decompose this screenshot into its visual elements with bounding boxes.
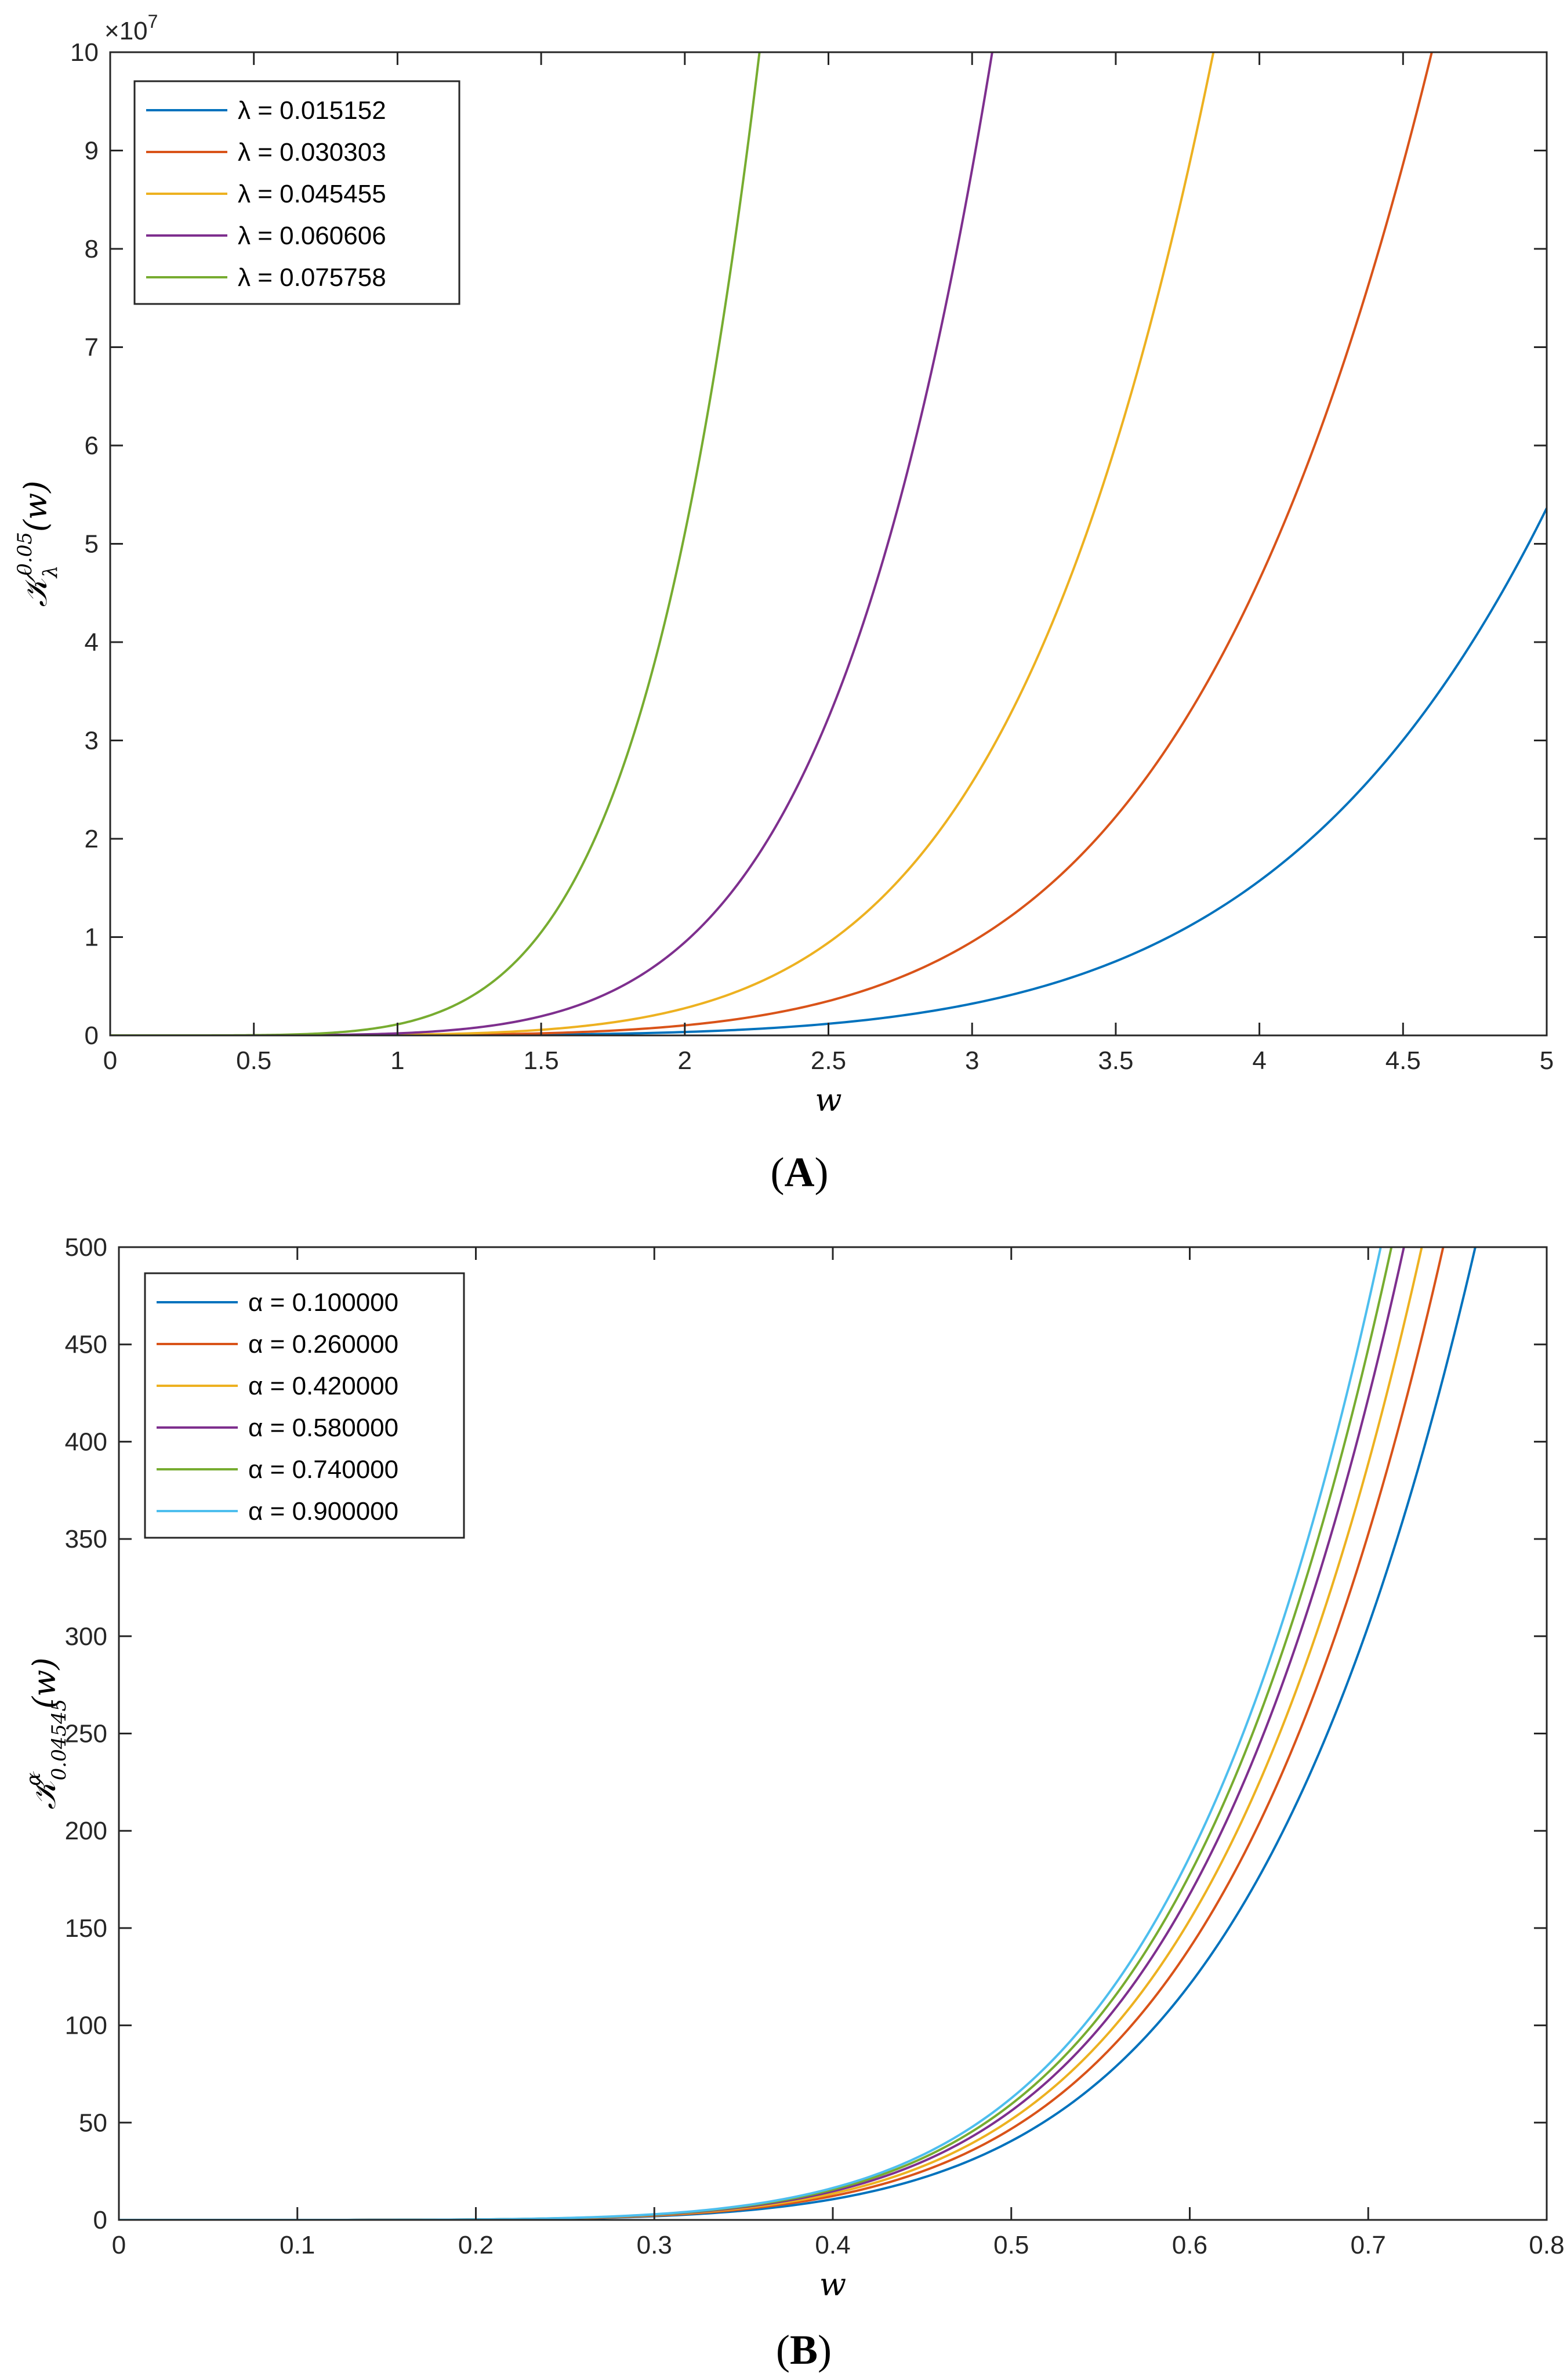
x-tick-label: 4 <box>1252 1046 1266 1075</box>
y-tick-label: 500 <box>65 1233 107 1262</box>
x-tick-label: 0.5 <box>993 2231 1029 2259</box>
panel-a-chart: 0 0.5 1 1.5 2 2.5 3 3.5 4 4.5 5 0 1 2 3 4 5 6 7 8 9 10×107 w 𝒦λ… <box>13 11 1554 1196</box>
x-tick-label: 3.5 <box>1098 1046 1133 1075</box>
x-tick-label: 0 <box>112 2231 126 2259</box>
y-multiplier: ×107 <box>104 11 158 45</box>
y-tick-label: 1 <box>85 923 99 952</box>
y-multiplier-exponent: 7 <box>148 11 158 32</box>
panel-label-close: ) <box>815 1149 829 1196</box>
y-tick-label: 300 <box>65 1622 107 1651</box>
legend-entry-5: α = 0.740000 <box>248 1455 398 1484</box>
y-tick-label: 100 <box>65 2012 107 2040</box>
y-axis-label: 𝒦λ0.05(w) <box>13 481 62 607</box>
y-tick-label: 50 <box>79 2109 107 2137</box>
y-tick-label: 0 <box>85 1021 99 1050</box>
x-tick-label: 0 <box>103 1046 117 1075</box>
x-axis-label: w <box>819 2266 846 2303</box>
x-tick-label: 0.3 <box>637 2231 672 2259</box>
x-tick-label: 1.5 <box>524 1046 559 1075</box>
y-tick-label: 400 <box>65 1428 107 1456</box>
y-label-sup: α <box>22 1773 45 1786</box>
x-tick-label: 3 <box>965 1046 979 1075</box>
x-tick-label: 0.1 <box>280 2231 315 2259</box>
legend-entry-3: α = 0.420000 <box>248 1372 398 1400</box>
x-tick-label: 0.4 <box>815 2231 850 2259</box>
x-tick-label: 4.5 <box>1385 1046 1421 1075</box>
y-label-sup: 0.05 <box>13 532 37 576</box>
y-tick-label: 2 <box>85 825 99 853</box>
panel-label-close: ) <box>818 2327 832 2373</box>
x-tick-label: 2 <box>678 1046 692 1075</box>
y-tick-label: 6 <box>85 432 99 460</box>
y-label-arg: (w) <box>26 1657 63 1708</box>
x-tick-label: 0.7 <box>1351 2231 1386 2259</box>
y-axis-label: 𝒦0.04545α(w) <box>22 1657 71 1809</box>
y-label-arg: (w) <box>17 481 54 532</box>
legend-entry-1: λ = 0.015152 <box>238 96 386 125</box>
y-tick-label: 3 <box>85 727 99 755</box>
legend-entry-5: λ = 0.075758 <box>238 263 386 292</box>
y-tick-label: 150 <box>65 1914 107 1943</box>
x-tick-label: 0.8 <box>1529 2231 1564 2259</box>
panel-b-chart: 0 0.1 0.2 0.3 0.4 0.5 0.6 0.7 0.8 0 50 100 150 200 250… <box>22 1233 1565 2373</box>
x-tick-label: 2.5 <box>811 1046 846 1075</box>
legend-entry-4: λ = 0.060606 <box>238 222 386 250</box>
panel-label: (B) <box>776 2327 832 2373</box>
panel-label-open: ( <box>771 1149 785 1196</box>
legend-entry-3: λ = 0.045455 <box>238 180 386 208</box>
panel-label-open: ( <box>776 2327 790 2373</box>
y-tick-label: 4 <box>85 628 99 657</box>
x-tick-label: 0.2 <box>458 2231 494 2259</box>
panel-label-letter: B <box>790 2327 818 2373</box>
y-tick-label: 200 <box>65 1817 107 1845</box>
panel-label: (A) <box>771 1149 829 1196</box>
x-axis-label: w <box>815 1082 841 1118</box>
y-tick-label: 0 <box>93 2206 107 2234</box>
y-tick-label: 8 <box>85 235 99 263</box>
legend-entry-4: α = 0.580000 <box>248 1414 398 1442</box>
y-tick-label: 7 <box>85 334 99 362</box>
y-tick-label: 250 <box>65 1720 107 1748</box>
legend-entry-1: α = 0.100000 <box>248 1288 398 1317</box>
x-tick-label: 1 <box>390 1046 404 1075</box>
y-tick-label: 350 <box>65 1525 107 1553</box>
y-tick-label: 9 <box>85 137 99 165</box>
x-tick-label: 5 <box>1540 1046 1554 1075</box>
panel-label-letter: A <box>785 1149 815 1196</box>
y-tick-label: 10 <box>70 38 99 67</box>
legend-entry-6: α = 0.900000 <box>248 1497 398 1526</box>
legend-box <box>144 1272 465 1539</box>
x-tick-label: 0.5 <box>236 1046 271 1075</box>
legend-entry-2: λ = 0.030303 <box>238 138 386 166</box>
y-label-sub: λ <box>39 566 62 579</box>
y-tick-label: 5 <box>85 530 99 559</box>
x-tick-label: 0.6 <box>1172 2231 1207 2259</box>
y-label-sub: 0.04545 <box>48 1699 71 1781</box>
legend-entry-2: α = 0.260000 <box>248 1330 398 1359</box>
y-tick-label: 450 <box>65 1331 107 1359</box>
